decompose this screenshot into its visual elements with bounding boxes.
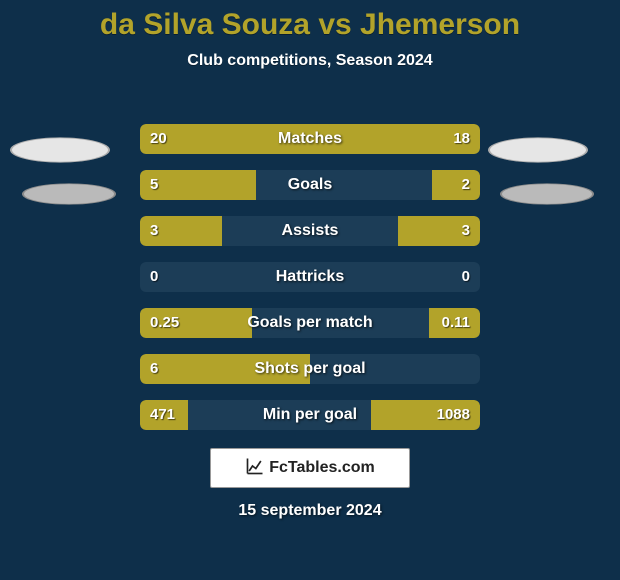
brand-badge: FcTables.com bbox=[210, 448, 410, 488]
stat-row: 00Hattricks bbox=[140, 262, 480, 292]
date-text: 15 september 2024 bbox=[0, 502, 620, 520]
subtitle: Club competitions, Season 2024 bbox=[0, 52, 620, 70]
chart-icon bbox=[245, 456, 265, 481]
comparison-bars: 2018Matches 52Goals 33Assists 00Hattricks 0.… bbox=[140, 124, 480, 446]
stat-row: 0.250.11Goals per match bbox=[140, 308, 480, 338]
metric-label: Min per goal bbox=[140, 400, 480, 430]
metric-label: Goals per match bbox=[140, 308, 480, 338]
left-flag-mid bbox=[22, 183, 116, 204]
brand-text: FcTables.com bbox=[269, 459, 375, 477]
stat-row: 2018Matches bbox=[140, 124, 480, 154]
metric-label: Goals bbox=[140, 170, 480, 200]
page-title: da Silva Souza vs Jhemerson bbox=[0, 0, 620, 42]
metric-label: Matches bbox=[140, 124, 480, 154]
right-flag-top bbox=[488, 137, 588, 162]
right-flag-mid bbox=[500, 183, 594, 204]
stat-row: 52Goals bbox=[140, 170, 480, 200]
metric-label: Hattricks bbox=[140, 262, 480, 292]
left-flag-top bbox=[10, 137, 110, 162]
stat-row: 6Shots per goal bbox=[140, 354, 480, 384]
metric-label: Assists bbox=[140, 216, 480, 246]
stat-row: 4711088Min per goal bbox=[140, 400, 480, 430]
comparison-infographic: da Silva Souza vs Jhemerson Club competi… bbox=[0, 0, 620, 580]
metric-label: Shots per goal bbox=[140, 354, 480, 384]
stat-row: 33Assists bbox=[140, 216, 480, 246]
